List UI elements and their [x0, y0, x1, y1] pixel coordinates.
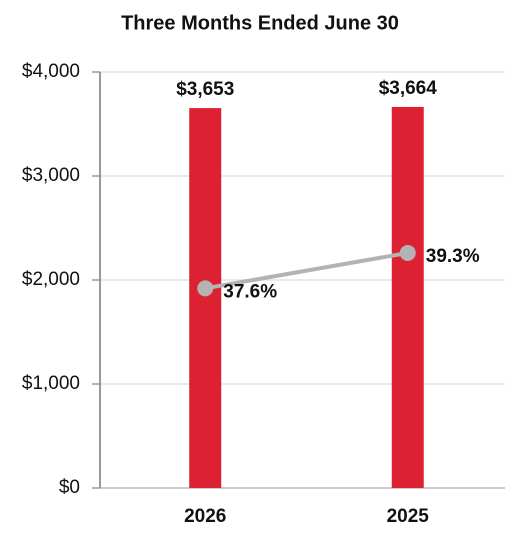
data-label: 39.3%	[426, 246, 480, 267]
y-tick-label: $1,000	[22, 373, 80, 394]
bar	[391, 106, 424, 488]
line-point	[197, 280, 214, 297]
x-tick-label: 2025	[387, 506, 430, 527]
bar	[189, 108, 222, 488]
y-tick-label: $3,000	[22, 165, 80, 186]
data-label: 37.6%	[223, 281, 277, 302]
x-tick-label: 2026	[184, 506, 226, 527]
y-tick-label: $4,000	[22, 61, 80, 82]
chart-title: Three Months Ended June 30	[121, 12, 399, 34]
line	[204, 250, 409, 291]
data-label: $3,664	[379, 78, 438, 99]
data-label: $3,653	[176, 79, 234, 100]
line-point	[399, 244, 416, 261]
y-tick-label: $0	[59, 477, 80, 498]
y-tick-label: $2,000	[22, 269, 80, 290]
